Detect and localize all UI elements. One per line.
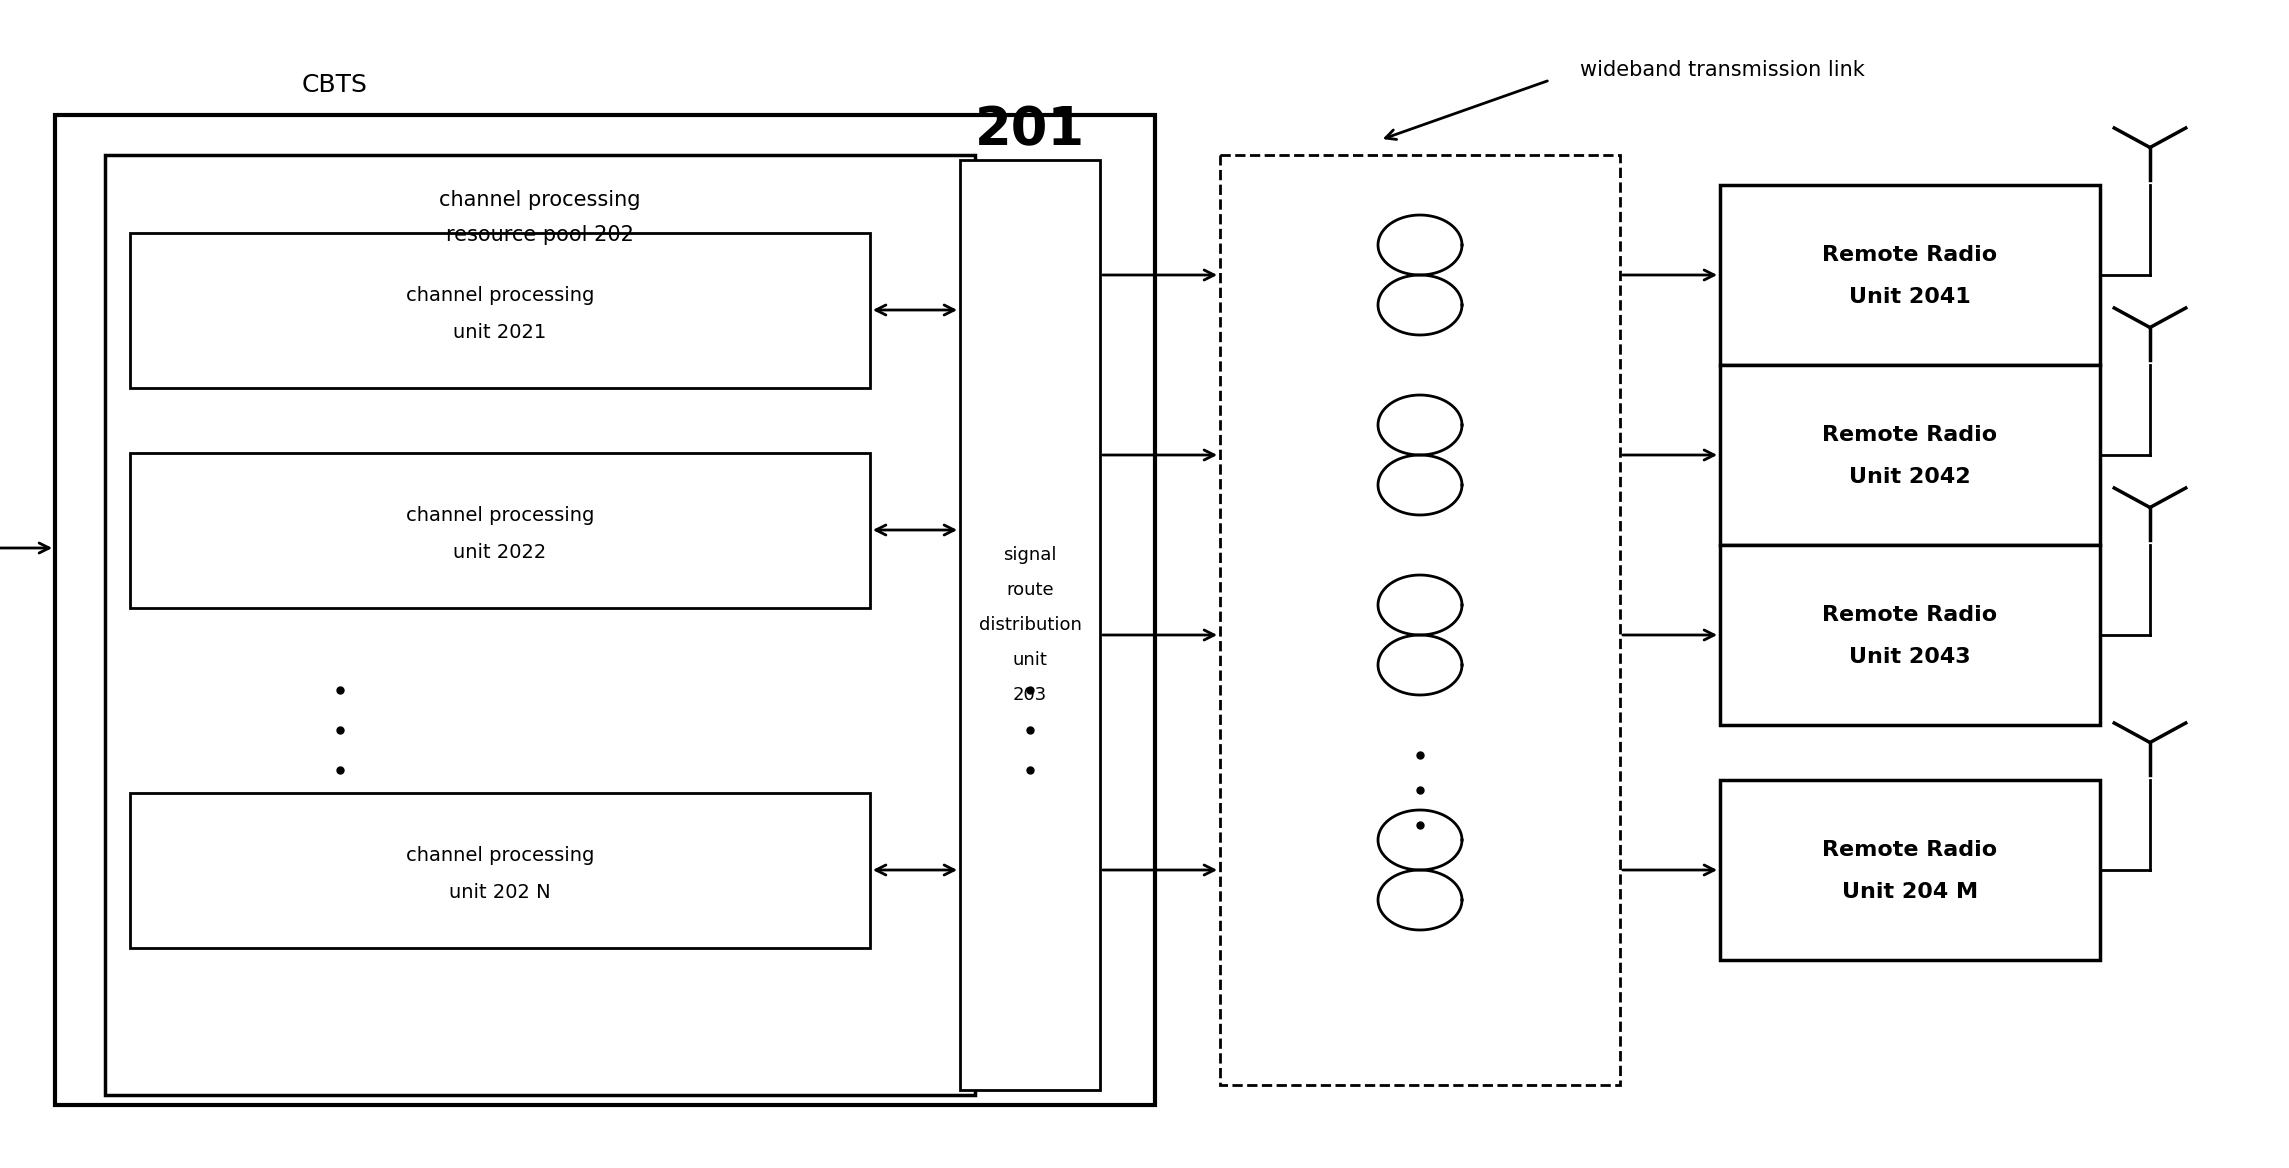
Text: Remote Radio: Remote Radio	[1822, 840, 1998, 860]
Text: signal: signal	[1003, 545, 1058, 564]
Text: Remote Radio: Remote Radio	[1822, 425, 1998, 445]
Bar	[1719, 545, 2099, 725]
Text: resource pool 202: resource pool 202	[446, 225, 634, 245]
Text: route: route	[1007, 580, 1053, 599]
Text: channel processing: channel processing	[439, 190, 641, 210]
Bar	[105, 155, 975, 1096]
Text: channel processing: channel processing	[405, 286, 595, 305]
Text: Unit 2043: Unit 2043	[1850, 647, 1971, 667]
Text: 201: 201	[975, 104, 1085, 157]
Bar	[55, 114, 1156, 1105]
Bar	[130, 453, 870, 609]
Text: channel processing: channel processing	[405, 846, 595, 865]
Text: 203: 203	[1012, 686, 1046, 704]
Text: CBTS: CBTS	[302, 72, 369, 97]
Bar	[1220, 155, 1621, 1085]
Text: unit: unit	[1012, 651, 1048, 669]
Text: Remote Radio: Remote Radio	[1822, 245, 1998, 265]
Bar	[1719, 185, 2099, 364]
Text: unit 2022: unit 2022	[453, 543, 547, 562]
Bar	[1719, 780, 2099, 960]
Text: distribution: distribution	[980, 616, 1080, 634]
Text: unit 2021: unit 2021	[453, 324, 547, 342]
Text: Unit 2041: Unit 2041	[1850, 287, 1971, 307]
Text: Unit 204 M: Unit 204 M	[1843, 882, 1978, 902]
Bar	[959, 160, 1101, 1090]
Text: channel processing: channel processing	[405, 506, 595, 524]
Text: unit 202 N: unit 202 N	[449, 883, 552, 902]
Bar	[130, 232, 870, 388]
Text: wideband transmission link: wideband transmission link	[1579, 60, 1866, 79]
Bar	[1719, 364, 2099, 545]
Bar	[130, 793, 870, 948]
Text: Remote Radio: Remote Radio	[1822, 605, 1998, 625]
Text: Unit 2042: Unit 2042	[1850, 467, 1971, 487]
